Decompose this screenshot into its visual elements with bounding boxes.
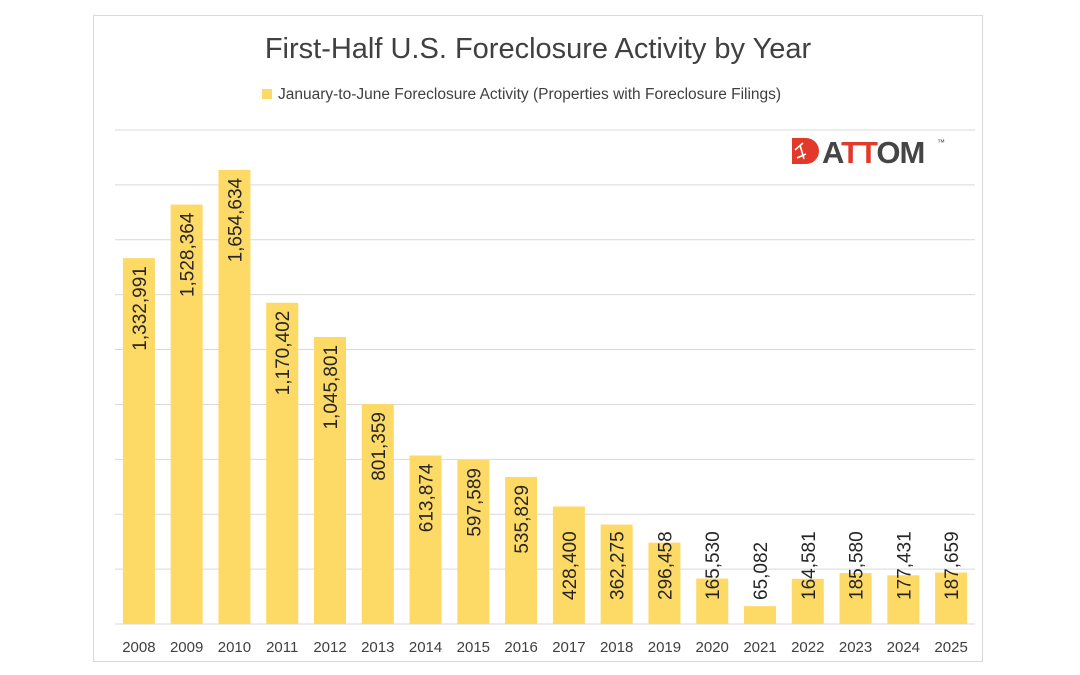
bar-2020 xyxy=(696,578,729,624)
x-tick-2023: 2023 xyxy=(839,639,872,656)
data-label-2021: 65,082 xyxy=(751,542,772,600)
logo-text: ATTOM xyxy=(822,135,924,170)
bar-2012 xyxy=(314,336,346,624)
bar-2019 xyxy=(648,542,681,624)
data-label-2015: 597,589 xyxy=(464,468,485,537)
bar-2021 xyxy=(744,606,776,624)
data-labels: 1,332,991 1,528,364 1,654,634 1,170,402 1,04… xyxy=(130,177,963,600)
x-tick-2020: 2020 xyxy=(696,639,729,656)
data-label-2008: 1,332,991 xyxy=(130,266,151,351)
x-tick-2022: 2022 xyxy=(791,639,824,656)
bar-2009 xyxy=(170,204,203,624)
data-label-2012: 1,045,801 xyxy=(321,345,342,430)
x-tick-2016: 2016 xyxy=(504,639,537,656)
x-tick-2015: 2015 xyxy=(457,639,490,656)
data-label-2022: 164,581 xyxy=(799,531,820,600)
data-label-2014: 613,874 xyxy=(417,463,438,532)
data-label-2009: 1,528,364 xyxy=(178,212,199,297)
x-axis-ticks: 2008 2009 2010 2011 2012 2013 2014 2015 2016 2017… xyxy=(122,639,968,656)
bar-2015 xyxy=(457,459,490,624)
bar-2025 xyxy=(935,572,968,624)
data-label-2025: 187,659 xyxy=(942,531,963,600)
bar-2010 xyxy=(218,169,251,624)
data-label-2019: 296,458 xyxy=(655,531,676,600)
x-tick-2011: 2011 xyxy=(266,639,298,656)
legend-label: January-to-June Foreclosure Activity (Pr… xyxy=(278,86,781,103)
data-label-2023: 185,580 xyxy=(847,531,868,600)
x-tick-2025: 2025 xyxy=(934,639,967,656)
bar-2011 xyxy=(266,302,299,624)
legend-swatch xyxy=(262,89,272,99)
data-label-2020: 165,530 xyxy=(703,531,724,600)
attom-logo: ATTOM ™ xyxy=(792,135,945,170)
data-label-2016: 535,829 xyxy=(512,485,533,554)
x-tick-2019: 2019 xyxy=(648,639,681,656)
bar-2013 xyxy=(361,404,394,624)
chart-title: First-Half U.S. Foreclosure Activity by … xyxy=(265,33,812,65)
bar-2024 xyxy=(887,575,920,624)
data-label-2018: 362,275 xyxy=(608,531,629,600)
x-tick-2012: 2012 xyxy=(313,639,346,656)
x-tick-2014: 2014 xyxy=(409,639,442,656)
bars xyxy=(122,169,968,624)
x-tick-2024: 2024 xyxy=(887,639,920,656)
legend: January-to-June Foreclosure Activity (Pr… xyxy=(262,86,781,103)
logo-mark-icon xyxy=(792,138,819,164)
x-tick-2010: 2010 xyxy=(218,639,251,656)
data-label-2011: 1,170,402 xyxy=(273,311,294,396)
bar-2022 xyxy=(791,578,824,624)
x-tick-2009: 2009 xyxy=(170,639,203,656)
data-label-2013: 801,359 xyxy=(369,412,390,481)
gridlines xyxy=(115,129,975,625)
data-label-2024: 177,431 xyxy=(894,531,915,600)
bar-2023 xyxy=(839,573,872,624)
x-tick-2013: 2013 xyxy=(361,639,394,656)
bar-2018 xyxy=(600,524,633,624)
bar-2014 xyxy=(409,455,442,624)
bar-2016 xyxy=(505,476,538,624)
data-label-2017: 428,400 xyxy=(560,531,581,600)
x-tick-2021: 2021 xyxy=(743,639,776,656)
logo-trademark: ™ xyxy=(937,138,945,147)
bar-2017 xyxy=(552,506,585,624)
x-tick-2017: 2017 xyxy=(552,639,585,656)
data-label-2010: 1,654,634 xyxy=(225,177,246,262)
x-tick-2008: 2008 xyxy=(122,639,155,656)
bar-2008 xyxy=(122,258,155,624)
x-tick-2018: 2018 xyxy=(600,639,633,656)
